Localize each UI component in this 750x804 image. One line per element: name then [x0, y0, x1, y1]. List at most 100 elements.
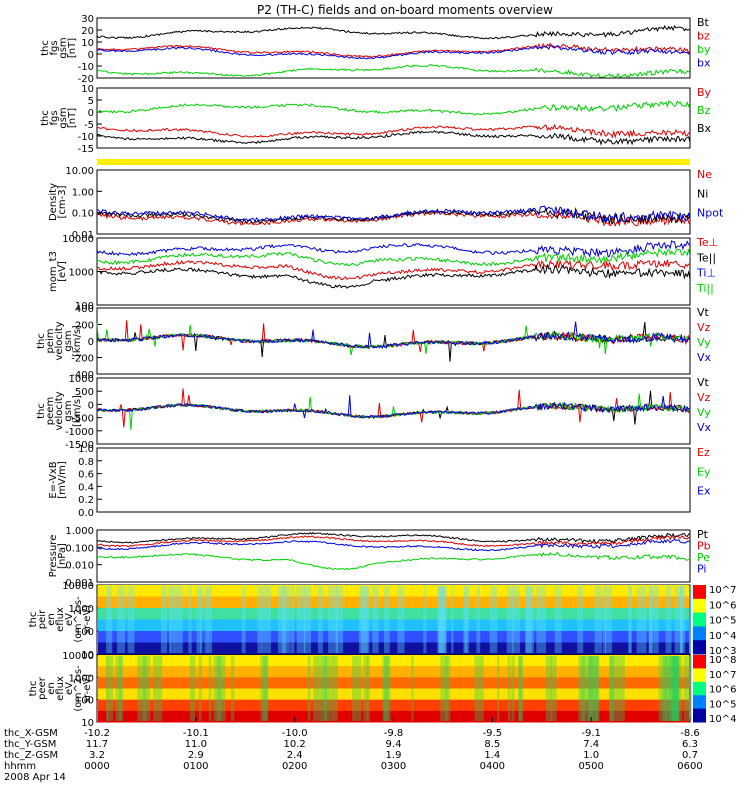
- y-axis-label: [mV/m]: [57, 461, 68, 499]
- y-tick-label: -1000: [65, 427, 94, 438]
- spectrogram-streak: [507, 656, 511, 721]
- spectrogram-streak: [423, 586, 427, 653]
- spectrogram-streak: [662, 656, 667, 721]
- y-tick-label: -20: [78, 74, 94, 85]
- plot-title: P2 (TH-C) fields and on-board moments ov…: [257, 3, 553, 17]
- spectrogram-streak: [360, 586, 370, 653]
- spectrogram-streak: [358, 586, 368, 653]
- y-tick-label: 400: [75, 304, 94, 315]
- colorbar-segment: [693, 708, 706, 723]
- y-tick-label: 0: [88, 337, 94, 348]
- y-tick-label: -10: [78, 132, 94, 143]
- y-axis-label: mom_t3: [48, 251, 59, 292]
- y-tick-label: 0: [88, 400, 94, 411]
- y-axis-label: en: [46, 682, 57, 695]
- x-tick-label: 9.4: [386, 739, 402, 750]
- legend-entry: Vx: [697, 351, 712, 364]
- y-tick-label: 0.4: [78, 482, 94, 493]
- y-tick-label: 0.01: [72, 230, 94, 241]
- legend-entry: By: [697, 86, 712, 99]
- spectrogram-streak: [451, 586, 454, 653]
- spectrogram-streak: [497, 656, 500, 721]
- spectrogram-streak: [281, 586, 291, 653]
- y-axis-label: gsm: [63, 400, 74, 421]
- y-tick-label: -500: [71, 414, 94, 425]
- y-tick-label: -15: [78, 144, 94, 155]
- series-line: [96, 130, 691, 146]
- spectrogram-streak: [257, 586, 262, 653]
- x-axis-row-label: thc_X-GSM: [4, 728, 58, 739]
- legend-entry: Vy: [697, 406, 711, 419]
- colorbar-label: 10^3: [709, 646, 736, 657]
- y-tick-label: 10: [81, 38, 94, 49]
- spectrogram-streak: [658, 656, 667, 721]
- x-tick-label: 0400: [480, 761, 505, 772]
- colorbar-label: 10^4: [709, 714, 736, 725]
- y-axis-label: Pressure: [48, 535, 59, 578]
- spectrogram-streak: [445, 656, 451, 721]
- y-tick-label: 0.0: [78, 508, 94, 519]
- legend-entry: Pt: [697, 528, 709, 541]
- x-tick-label: -10.1: [183, 728, 209, 739]
- legend-entry: Pi: [697, 563, 706, 576]
- legend-entry: Bt: [697, 16, 710, 29]
- spectrogram-streak: [303, 586, 312, 653]
- y-axis-label: velocity: [54, 391, 65, 430]
- spectrogram-streak: [127, 586, 135, 653]
- spectrogram-streak: [463, 586, 469, 653]
- colorbar-label: 10^6: [709, 685, 736, 696]
- x-tick-label: -10.2: [84, 728, 110, 739]
- series-line: [96, 531, 691, 544]
- series-line: [96, 239, 691, 259]
- colorbar-label: 10^7: [709, 585, 736, 596]
- spectrogram-streak: [372, 586, 379, 653]
- spectrogram-streak: [648, 586, 653, 653]
- spectrogram-streak: [317, 586, 323, 653]
- series-line: [96, 44, 690, 60]
- y-tick-label: 10000: [62, 651, 94, 662]
- y-axis-label: fgs: [49, 110, 60, 125]
- y-tick-label: 500: [75, 387, 94, 398]
- series-line: [97, 263, 691, 289]
- spectrogram-streak: [438, 586, 445, 653]
- spectrogram-streak: [669, 656, 675, 721]
- y-tick-label: 200: [75, 321, 94, 332]
- y-axis-label: thc: [36, 333, 47, 349]
- spectrogram-streak: [363, 656, 369, 721]
- spectrogram-streak: [160, 586, 168, 653]
- legend-entry: Ti⊥: [696, 267, 716, 280]
- x-tick-label: 1.4: [484, 750, 500, 761]
- y-axis-label: thc: [40, 40, 51, 56]
- y-tick-label: -400: [71, 370, 94, 381]
- spectrogram-streak: [384, 656, 391, 721]
- spectrogram-streak: [107, 656, 114, 721]
- spectrogram-streak: [105, 656, 109, 721]
- y-axis-label: sr-eV): [82, 605, 93, 634]
- spectrogram-streak: [596, 656, 599, 721]
- y-axis-label: en: [46, 613, 57, 626]
- legend-entry: Bz: [697, 104, 711, 117]
- y-tick-label: 0.10: [72, 209, 94, 220]
- spectrogram-streak: [653, 586, 659, 653]
- spectrogram-streak: [665, 586, 672, 653]
- colorbar-label: 10^5: [709, 699, 736, 710]
- spectrogram-streak: [536, 586, 547, 653]
- x-tick-label: 1.0: [583, 750, 599, 761]
- y-tick-label: 1000: [69, 374, 94, 385]
- legend-entry: bz: [697, 30, 710, 43]
- spectrogram-streak: [196, 586, 202, 653]
- spectrogram-streak: [512, 586, 521, 653]
- spectrogram-streak: [464, 586, 468, 653]
- series-line: [96, 393, 691, 431]
- spectrogram-band: [98, 585, 689, 597]
- x-tick-label: 0200: [282, 761, 307, 772]
- legend-entry: Ni: [697, 187, 708, 200]
- spectrogram-streak: [615, 656, 625, 721]
- spectrogram-streak: [219, 656, 226, 721]
- spectrogram-streak: [382, 656, 389, 721]
- legend-entry: Vt: [697, 306, 710, 319]
- colorbar-label: 10^5: [709, 616, 736, 627]
- spectrogram-streak: [142, 656, 147, 721]
- spectrogram-streak: [605, 586, 613, 653]
